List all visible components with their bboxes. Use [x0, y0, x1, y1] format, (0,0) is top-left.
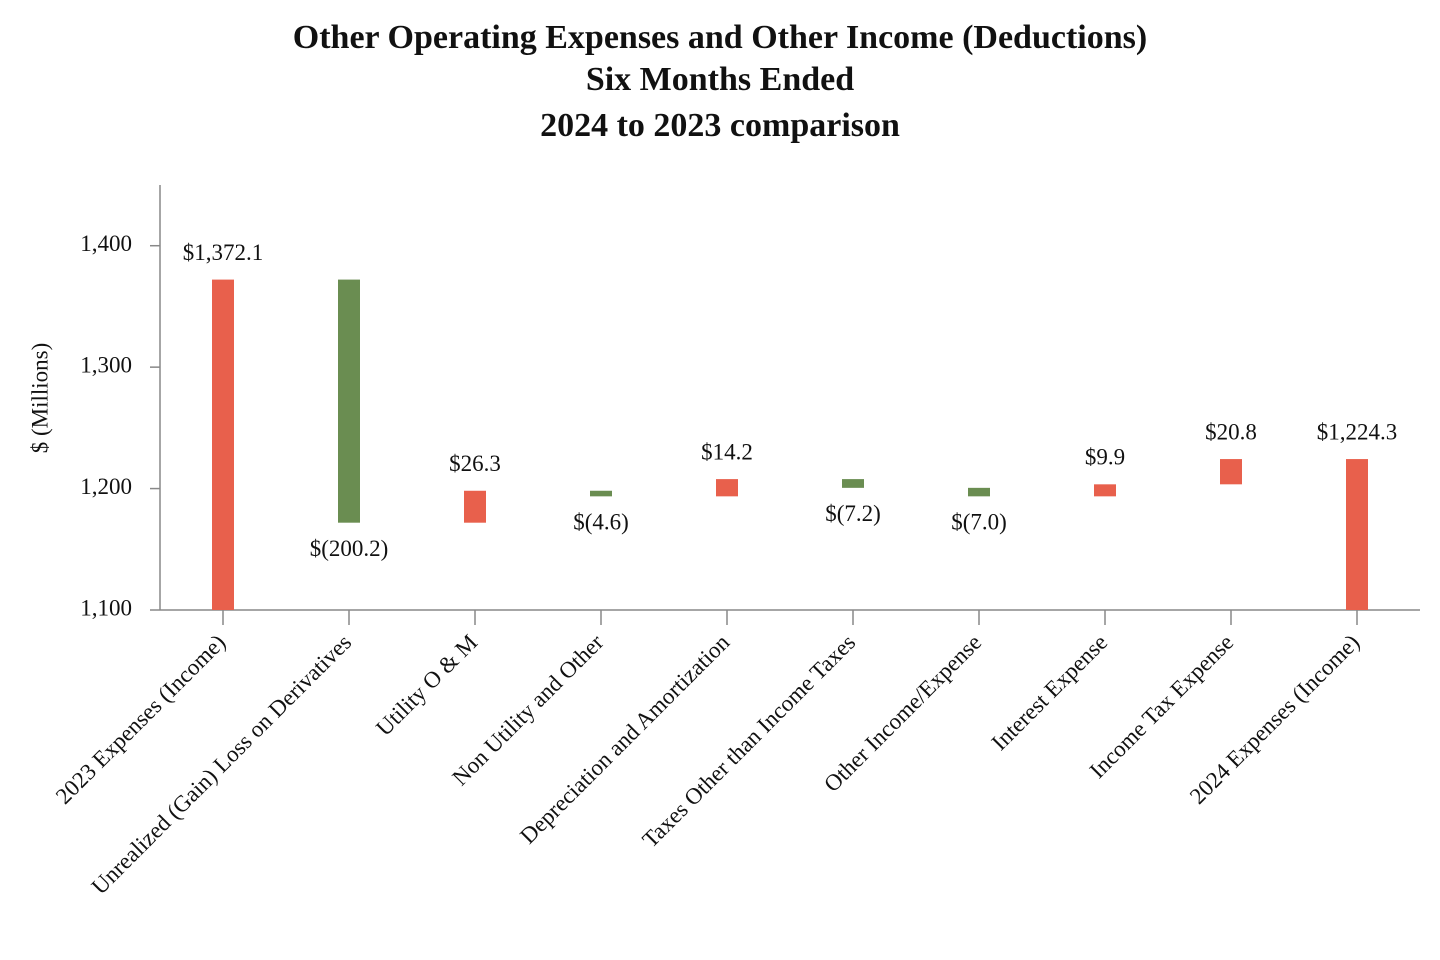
y-tick-label: 1,400 — [80, 231, 132, 256]
value-label: $1,372.1 — [183, 240, 264, 265]
y-tick-label: 1,200 — [80, 474, 132, 499]
bar — [842, 479, 864, 488]
value-label: $(200.2) — [310, 536, 389, 561]
bar — [590, 490, 612, 497]
value-label: $(7.0) — [951, 510, 1007, 535]
x-tick-label: Interest Expense — [987, 630, 1113, 756]
value-label: $20.8 — [1205, 419, 1257, 444]
bar — [968, 487, 990, 497]
value-label: $1,224.3 — [1317, 419, 1398, 444]
bar — [1094, 484, 1116, 497]
bar — [338, 279, 360, 523]
bar — [716, 479, 738, 497]
bar — [1346, 459, 1368, 610]
bar — [464, 490, 486, 523]
y-tick-label: 1,100 — [80, 595, 132, 620]
value-label: $14.2 — [701, 439, 753, 464]
chart-subtitle: Six Months Ended — [586, 61, 854, 98]
chart-subtitle: 2024 to 2023 comparison — [540, 107, 900, 144]
value-label: $(4.6) — [573, 510, 629, 535]
chart-title: Other Operating Expenses and Other Incom… — [293, 19, 1147, 56]
value-label: $26.3 — [449, 451, 501, 476]
y-tick-label: 1,300 — [80, 352, 132, 377]
value-label: $9.9 — [1085, 445, 1125, 470]
x-tick-label: Taxes Other than Income Taxes — [637, 630, 860, 853]
value-label: $(7.2) — [825, 501, 881, 526]
x-tick-label: Depreciation and Amortization — [515, 629, 734, 848]
x-tick-label: Utility O & M — [371, 630, 482, 741]
bar — [212, 279, 234, 610]
bar — [1220, 459, 1242, 485]
y-axis-label: $ (Millions) — [27, 343, 52, 454]
x-tick-label: Unrealized (Gain) Loss on Derivatives — [87, 630, 357, 900]
